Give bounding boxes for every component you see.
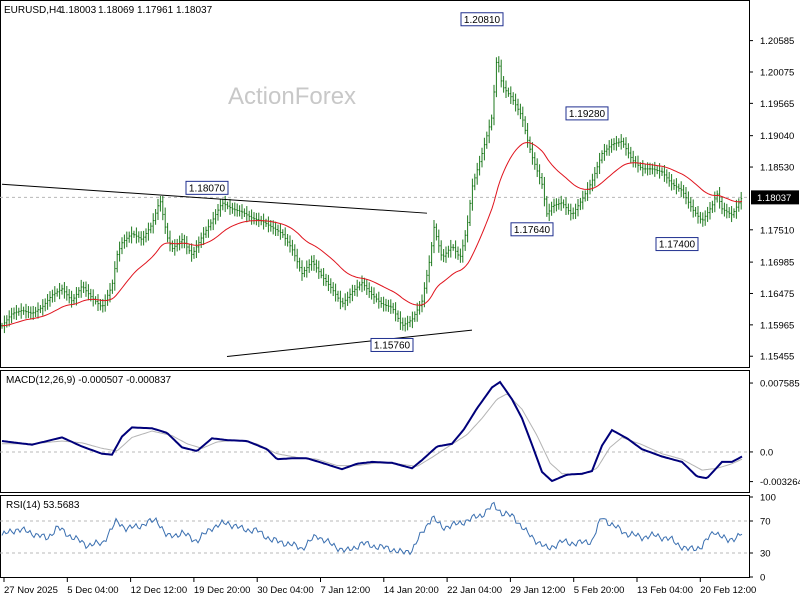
current-price-label: 1.18037 bbox=[757, 193, 791, 204]
price-label-text: 1.15760 bbox=[374, 340, 411, 351]
header-open: 1.18003 bbox=[60, 5, 97, 16]
rsi-axis-tick-label: 70 bbox=[760, 517, 771, 528]
header-symbol: EURUSD,H4 bbox=[4, 5, 62, 16]
header-close: 1.18037 bbox=[176, 5, 213, 16]
rsi-axis-tick-label: 100 bbox=[760, 493, 776, 504]
rsi-line bbox=[1, 501, 743, 556]
time-axis-tick-label: 19 Dec 20:00 bbox=[194, 585, 251, 596]
price-panel: EURUSD,H4 1.18003 1.18069 1.17961 1.1803… bbox=[0, 0, 799, 368]
rsi-panel: RSI(14) 53.5683 100 70 30 0 bbox=[0, 493, 776, 584]
time-axis-tick-label: 14 Jan 20:00 bbox=[384, 585, 439, 596]
current-price-box bbox=[751, 190, 799, 205]
rsi-lines bbox=[0, 501, 749, 556]
time-axis: 27 Nov 2025 5 Dec 04:00 12 Dec 12:00 19 Dec… bbox=[3, 578, 756, 596]
watermark: ActionForex bbox=[228, 83, 356, 110]
time-axis-tick-label: 30 Dec 04:00 bbox=[257, 585, 314, 596]
price-label-text: 1.17400 bbox=[659, 240, 696, 251]
macd-main-line bbox=[1, 380, 743, 483]
time-axis-tick-label: 5 Dec 04:00 bbox=[67, 585, 118, 596]
time-axis-tick-label: 12 Dec 12:00 bbox=[131, 585, 188, 596]
macd-axis-tick-label: 0.0 bbox=[760, 447, 773, 458]
price-label-text: 1.18070 bbox=[189, 183, 226, 194]
rsi-panel-frame bbox=[0, 495, 750, 578]
price-moving-average bbox=[1, 142, 743, 327]
rsi-axis-tick-label: 0 bbox=[760, 573, 765, 584]
price-axis-tick-label: 1.16985 bbox=[760, 258, 794, 269]
macd-signal-line bbox=[2, 393, 743, 476]
price-panel-frame bbox=[0, 0, 750, 368]
time-axis-tick-label: 22 Jan 04:00 bbox=[447, 585, 502, 596]
macd-panel: MACD(12,26,9) -0.000507 -0.000837 0.0075… bbox=[0, 370, 800, 493]
price-label-box bbox=[510, 222, 554, 237]
time-axis-tick-label: 29 Jan 12:00 bbox=[510, 585, 565, 596]
price-axis-tick-label: 1.15455 bbox=[760, 352, 794, 363]
price-axis-tick-label: 1.19040 bbox=[760, 131, 794, 142]
price-label-text: 1.17640 bbox=[514, 225, 551, 236]
rsi-axis-tick-label: 30 bbox=[760, 549, 771, 560]
rsi-title: RSI(14) 53.5683 bbox=[6, 500, 80, 511]
price-label-box bbox=[370, 337, 414, 352]
price-candles bbox=[1, 56, 743, 334]
time-axis-tick-label: 20 Feb 12:00 bbox=[700, 585, 756, 596]
header-low: 1.17961 bbox=[137, 5, 174, 16]
price-label-box bbox=[655, 237, 699, 252]
price-label-box bbox=[460, 12, 504, 27]
trendline-2 bbox=[226, 329, 473, 358]
macd-axis-tick-label: 0.007585 bbox=[760, 379, 800, 390]
header-high: 1.18069 bbox=[98, 5, 135, 16]
price-axis-tick-label: 1.20585 bbox=[760, 36, 794, 47]
price-trendlines bbox=[1, 183, 473, 358]
price-axis-tick-label: 1.18530 bbox=[760, 163, 794, 174]
price-axis-tick-label: 1.15965 bbox=[760, 320, 794, 331]
time-axis-tick-label: 13 Feb 04:00 bbox=[637, 585, 693, 596]
price-annotations: 1.20810 1.19280 1.18070 1.17640 1.17400 1.157… bbox=[185, 12, 699, 352]
time-axis-tick-label: 27 Nov 2025 bbox=[4, 585, 58, 596]
price-y-axis: 1.20585 1.20075 1.19565 1.19040 1.18530 1.175… bbox=[749, 36, 799, 363]
price-axis-tick-label: 1.16475 bbox=[760, 289, 794, 300]
price-axis-tick-label: 1.17510 bbox=[760, 225, 794, 236]
macd-y-axis: 0.007585 0.0 -0.003264 bbox=[749, 379, 800, 488]
macd-lines bbox=[0, 380, 749, 483]
macd-panel-frame bbox=[0, 370, 750, 493]
time-axis-tick-label: 7 Jan 12:00 bbox=[321, 585, 371, 596]
time-axis-tick-label: 5 Feb 20:00 bbox=[574, 585, 625, 596]
price-label-text: 1.20810 bbox=[464, 15, 501, 26]
price-label-box bbox=[565, 106, 609, 121]
price-label-text: 1.19280 bbox=[569, 109, 606, 120]
macd-title: MACD(12,26,9) -0.000507 -0.000837 bbox=[6, 375, 172, 386]
macd-axis-tick-label: -0.003264 bbox=[760, 477, 800, 488]
price-axis-tick-label: 1.19565 bbox=[760, 99, 794, 110]
rsi-y-axis: 100 70 30 0 bbox=[749, 493, 776, 584]
trendline-1 bbox=[1, 183, 428, 214]
moving-average-line bbox=[1, 142, 743, 327]
price-label-box bbox=[185, 180, 229, 195]
price-axis-tick-label: 1.20075 bbox=[760, 67, 794, 78]
